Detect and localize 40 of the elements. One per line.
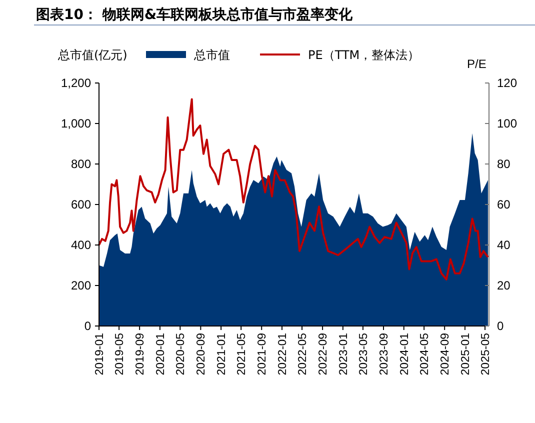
x-tick-label: 2024-05 <box>419 333 432 376</box>
y2-tick-label: 40 <box>497 238 511 252</box>
x-tick-label: 2024-01 <box>398 333 411 376</box>
y-tick-label: 1,200 <box>60 76 92 90</box>
x-tick-label: 2019-01 <box>94 333 106 376</box>
line-series <box>98 98 489 280</box>
y-tick-label: 400 <box>70 238 92 252</box>
y-tick-label: 0 <box>84 319 92 333</box>
x-tick-label: 2020-09 <box>196 333 208 376</box>
x-tick-label: 2024-09 <box>440 333 452 376</box>
legend-label: PE（TTM，整体法） <box>308 48 420 62</box>
y-tick-label: 800 <box>70 157 92 171</box>
y2-axis-title: P/E <box>467 57 486 71</box>
legend-label: 总市值 <box>193 48 230 62</box>
x-tick-label: 2023-09 <box>378 333 390 376</box>
x-tick-label: 2022-05 <box>297 333 310 376</box>
y2-tick-label: 80 <box>497 157 511 171</box>
x-tick-label: 2021-05 <box>236 333 248 376</box>
x-tick-label: 2020-01 <box>154 333 167 376</box>
x-tick-label: 2022-09 <box>318 333 330 376</box>
x-tick-label: 2021-01 <box>216 333 228 376</box>
title: 图表10： 物联网&车联网板块总市值与市盈率变化 <box>36 7 353 23</box>
y2-tick-label: 0 <box>497 319 504 333</box>
x-tick-label: 2023-01 <box>338 333 350 376</box>
x-tick-label: 2019-09 <box>134 333 147 376</box>
x-tick-label: 2022-01 <box>276 333 289 376</box>
y-tick-label: 600 <box>70 198 92 212</box>
y2-tick-label: 60 <box>497 198 511 212</box>
y2-tick-label: 20 <box>497 278 511 292</box>
y2-tick-label: 120 <box>497 76 518 90</box>
y2-tick-label: 100 <box>497 116 518 130</box>
x-tick-label: 2025-05 <box>480 333 492 376</box>
y-axis-title: 总市值(亿元) <box>57 48 128 62</box>
y-tick-label: 200 <box>70 278 92 292</box>
x-tick-label: 2023-05 <box>358 333 370 376</box>
x-tick-label: 2019-05 <box>114 333 126 376</box>
x-tick-label: 2025-01 <box>460 333 472 376</box>
x-tick-label: 2020-05 <box>175 333 188 376</box>
y-tick-label: 1,000 <box>60 116 92 130</box>
x-tick-label: 2021-09 <box>256 333 269 376</box>
